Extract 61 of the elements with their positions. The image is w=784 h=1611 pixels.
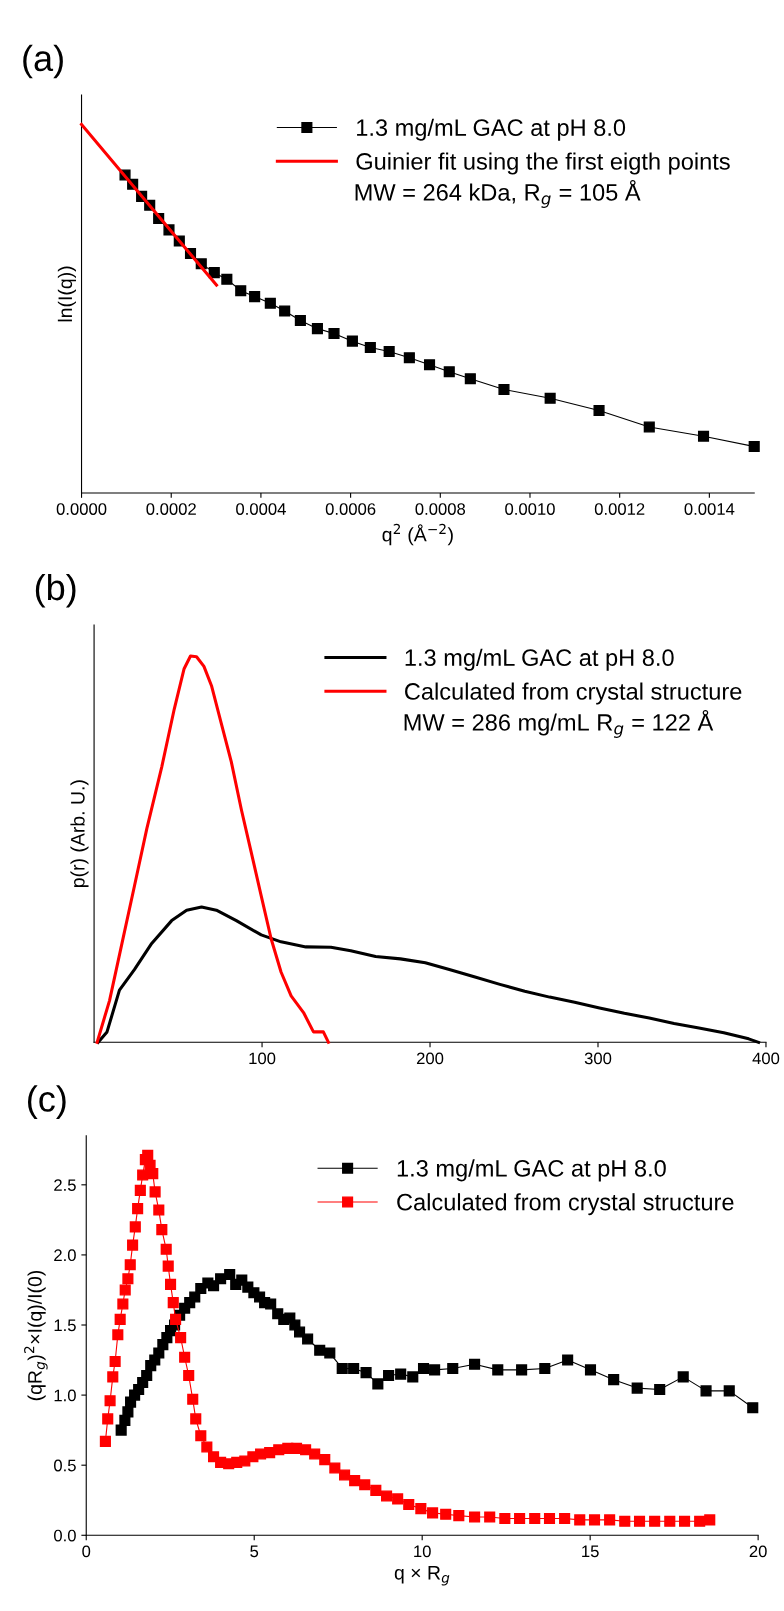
x-tick-label: 300 [584,1052,612,1065]
x-tick-label: 200 [416,1052,444,1065]
point [697,430,710,442]
y-tick-label: 0.5 [54,1459,76,1472]
legend-label: 1.3 mg/mL GAC at pH 8.0 [405,648,674,671]
point [593,404,605,416]
y-axis-title: (qR$_{g}$)$^{2}$×I(q)/I(0) [24,1270,48,1401]
legend-label: 1.3 mg/mL GAC at pH 8.0 [397,1159,666,1182]
point [443,366,455,378]
x-tick-label: 5 [250,1545,259,1558]
point [279,305,291,317]
point [249,291,261,303]
y-axis-title: p(r) (Arb. U.) [70,780,89,887]
legend-label: Calculated from crystal structure [397,1193,734,1216]
point [221,273,233,285]
y-tick-label: 2.0 [54,1249,76,1262]
point [364,341,376,353]
annotation: MW = 264 kDa, R$_{g}$ = 105 Å [355,179,641,208]
x-tick-label: 20 [749,1545,767,1558]
x-tick-label: 0.0006 [325,503,376,515]
chart-title: (c) [28,1085,66,1119]
x-tick-label: 0.0008 [415,503,466,515]
point [464,373,476,385]
legend-label: Guinier fit using the first eigth points [356,152,730,175]
x-axis-title: q × R$_{g}$ [394,1566,450,1586]
point [294,314,306,327]
point [748,440,760,453]
x-tick-label: 100 [249,1052,276,1065]
y-tick-label: 1.5 [54,1319,76,1332]
y-tick-label: 1.0 [54,1389,76,1402]
x-axis-title: q$^{2}$ (Å$^{−2}$) [382,523,453,546]
annotation: MW = 286 mg/mL R$_{g}$ = 122 Å [404,709,714,738]
point [498,383,510,395]
x-tick-label: 0.0010 [505,503,555,515]
x-tick-label: 10 [414,1545,431,1558]
point [403,352,415,364]
x-tick-label: 0.0000 [56,503,107,515]
point [311,323,323,335]
chart-title: (a) [23,44,63,79]
legend-label: 1.3 mg/mL GAC at pH 8.0 [357,118,626,141]
x-tick-label: 15 [582,1545,599,1558]
point [423,359,436,371]
point [328,327,340,339]
x-tick-label: 0.0012 [594,503,645,515]
point [235,285,247,297]
point [346,335,358,347]
chart-title: (b) [35,573,76,608]
point [383,345,395,358]
point [208,267,220,279]
point [643,421,655,433]
x-tick-label: 0.0004 [236,503,286,515]
legend-label: Calculated from crystal structure [405,682,742,705]
point [544,392,556,404]
y-axis-title: ln(I(q)) [57,266,76,322]
x-tick-label: 400 [752,1052,780,1065]
x-tick-label: 0.0002 [146,503,196,515]
y-tick-label: 2.5 [54,1179,76,1192]
y-tick-label: 0.0 [54,1529,76,1542]
x-tick-label: 0.0014 [684,503,735,515]
x-tick-label: 0 [82,1545,91,1558]
point [264,297,276,309]
